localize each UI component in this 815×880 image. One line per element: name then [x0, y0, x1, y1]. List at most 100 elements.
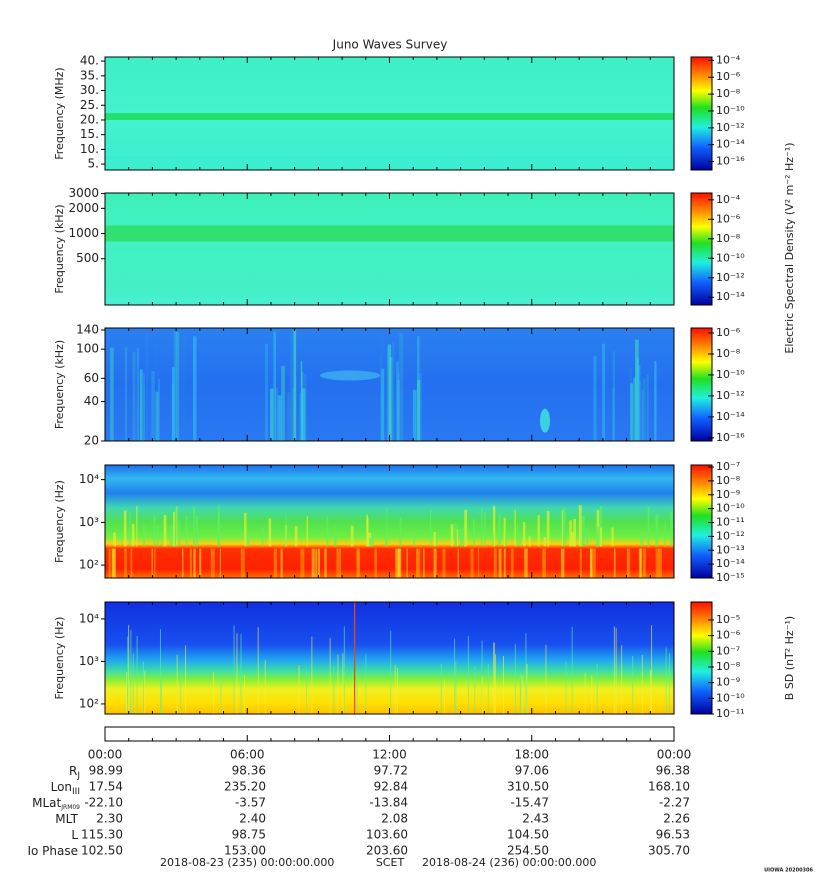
- burst: [418, 372, 422, 441]
- spike: [502, 656, 504, 714]
- colorbar-tick-label: 10⁻¹¹: [716, 516, 745, 529]
- spike: [658, 548, 662, 578]
- x-tick-label: 18:00: [514, 748, 549, 762]
- spike: [173, 512, 175, 547]
- y-tick-label: 15.: [80, 127, 99, 141]
- spike: [371, 531, 374, 547]
- spike: [143, 526, 145, 547]
- burst: [142, 373, 145, 441]
- y-tick-label: 20.: [80, 112, 99, 126]
- spike: [464, 509, 468, 547]
- spike: [121, 533, 123, 547]
- footer-end: 2018-08-24 (236) 00:00:00.000: [422, 856, 596, 869]
- colorbar-tick-label: 10⁻¹⁴: [716, 138, 745, 151]
- spike: [337, 654, 339, 714]
- spike: [151, 548, 153, 578]
- colorbar-tick-label: 10⁻⁷: [716, 644, 740, 657]
- row-value: -3.57: [235, 796, 266, 810]
- spike: [627, 548, 631, 578]
- colorbar: [690, 601, 713, 715]
- spike: [131, 523, 135, 547]
- spike: [217, 512, 220, 547]
- row-label-sub: III: [72, 787, 80, 797]
- spike: [665, 647, 667, 714]
- spike: [335, 525, 337, 547]
- row-label-text: MLT: [55, 812, 78, 826]
- colorbar-label: B SD (nT² Hz⁻¹): [783, 616, 796, 700]
- spike: [579, 548, 582, 578]
- row-value: 2.30: [96, 812, 123, 826]
- spike: [440, 663, 442, 714]
- spike: [543, 548, 546, 578]
- spike: [220, 679, 222, 714]
- colorbar-tick-label: 10⁻¹⁶: [716, 431, 745, 444]
- spike: [306, 671, 308, 714]
- burst: [611, 387, 616, 441]
- spike: [584, 672, 586, 714]
- spike: [154, 548, 156, 578]
- colorbar-tick-label: 10⁻⁶: [716, 629, 741, 642]
- spike: [385, 533, 388, 547]
- y-axis-label: Frequency (kHz): [53, 204, 66, 293]
- spike: [273, 548, 278, 578]
- spike: [581, 515, 585, 547]
- blob: [540, 408, 550, 433]
- colorbar-tick-label: 10⁻¹⁵: [716, 571, 745, 584]
- spike: [326, 516, 329, 547]
- spike: [599, 506, 603, 547]
- spike: [543, 537, 546, 547]
- spike: [390, 630, 392, 714]
- spike: [664, 520, 666, 547]
- spike: [492, 533, 494, 547]
- burst: [270, 388, 274, 441]
- spike: [474, 666, 476, 714]
- spike: [595, 526, 599, 547]
- emission-band: [105, 156, 674, 159]
- burst: [281, 365, 285, 441]
- spike: [240, 634, 242, 714]
- spike: [300, 548, 305, 578]
- y-tick-label: 10.: [80, 142, 99, 156]
- spike: [472, 519, 476, 547]
- spike: [170, 525, 173, 547]
- burst: [636, 369, 639, 441]
- row-label-text: R: [69, 764, 77, 778]
- spike: [571, 626, 573, 714]
- spectrogram: [105, 193, 674, 305]
- spike: [244, 512, 247, 547]
- spike: [153, 514, 156, 547]
- burst: [136, 347, 140, 441]
- spike: [596, 663, 598, 714]
- colorbar-tick-label: 10⁻⁸: [716, 347, 741, 360]
- spike: [298, 665, 300, 714]
- burst: [265, 343, 268, 441]
- colorbar-tick-label: 10⁻¹¹: [716, 707, 745, 720]
- row-label: Io Phase: [27, 844, 78, 858]
- x-tick-label: 00:00: [88, 748, 123, 762]
- spike: [185, 515, 188, 547]
- burst: [175, 331, 180, 441]
- colorbar-tick-label: 10⁻⁹: [716, 488, 740, 501]
- spike: [354, 602, 356, 714]
- burst: [396, 380, 400, 441]
- colorbar-tick-label: 10⁻⁷: [716, 460, 740, 473]
- spike: [160, 677, 162, 714]
- burst: [300, 361, 303, 441]
- y-tick-label: 3000: [68, 186, 99, 200]
- colorbar-tick-label: 10⁻⁴: [716, 53, 741, 66]
- burst: [646, 374, 649, 441]
- spike: [195, 516, 199, 547]
- colorbar-tick-label: 10⁻¹⁰: [716, 251, 745, 264]
- burst: [301, 388, 306, 441]
- burst: [273, 331, 277, 441]
- spike: [264, 660, 266, 714]
- spike: [493, 548, 497, 578]
- y-tick-label: 20: [84, 434, 99, 448]
- y-tick-label: 1000: [68, 226, 99, 240]
- row-value: -13.84: [369, 796, 408, 810]
- burst: [602, 343, 605, 441]
- spike: [573, 518, 576, 547]
- burst: [299, 392, 304, 441]
- spike: [514, 644, 516, 714]
- spike: [144, 671, 146, 714]
